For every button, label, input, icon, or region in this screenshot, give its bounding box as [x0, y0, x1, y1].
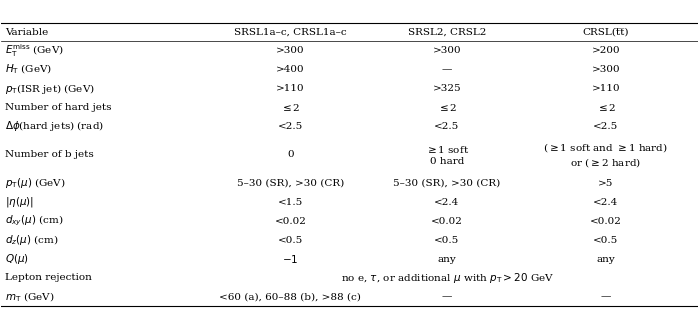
Text: <2.5: <2.5 — [593, 122, 619, 131]
Text: >200: >200 — [591, 46, 620, 55]
Text: <2.5: <2.5 — [434, 122, 460, 131]
Text: SRSL2, CRSL2: SRSL2, CRSL2 — [408, 28, 487, 37]
Text: $\leq$2: $\leq$2 — [437, 102, 457, 113]
Text: $\leq$2: $\leq$2 — [280, 102, 301, 113]
Text: $\geq$1 soft
0 hard: $\geq$1 soft 0 hard — [425, 144, 469, 165]
Text: —: — — [600, 292, 611, 301]
Text: —: — — [442, 292, 452, 301]
Text: <1.5: <1.5 — [278, 198, 303, 207]
Text: <0.02: <0.02 — [431, 217, 463, 226]
Text: no e, $\tau$, or additional $\mu$ with $p_{\mathrm{T}} > 20$ GeV: no e, $\tau$, or additional $\mu$ with $… — [341, 271, 554, 285]
Text: $|\eta(\mu)|$: $|\eta(\mu)|$ — [5, 195, 34, 209]
Text: ($\geq$1 soft and $\geq$1 hard)
or ($\geq$2 hard): ($\geq$1 soft and $\geq$1 hard) or ($\ge… — [543, 141, 668, 169]
Text: SRSL1a–c, CRSL1a–c: SRSL1a–c, CRSL1a–c — [234, 28, 347, 37]
Text: $-1$: $-1$ — [282, 253, 298, 265]
Text: $d_{z}(\mu)$ (cm): $d_{z}(\mu)$ (cm) — [5, 233, 59, 247]
Text: 5–30 (SR), >30 (CR): 5–30 (SR), >30 (CR) — [394, 179, 500, 188]
Text: any: any — [438, 255, 456, 263]
Text: >5: >5 — [598, 179, 614, 188]
Text: $H_{\mathrm{T}}$ (GeV): $H_{\mathrm{T}}$ (GeV) — [5, 63, 52, 76]
Text: <0.02: <0.02 — [275, 217, 306, 226]
Text: >300: >300 — [433, 46, 461, 55]
Text: >110: >110 — [276, 84, 305, 93]
Text: <0.02: <0.02 — [590, 217, 621, 226]
Text: >300: >300 — [591, 65, 620, 74]
Text: <2.5: <2.5 — [278, 122, 303, 131]
Text: <2.4: <2.4 — [593, 198, 619, 207]
Text: >110: >110 — [591, 84, 620, 93]
Text: <0.5: <0.5 — [278, 236, 303, 245]
Text: $p_{\mathrm{T}}(\mu)$ (GeV): $p_{\mathrm{T}}(\mu)$ (GeV) — [5, 176, 66, 190]
Text: $Q(\mu)$: $Q(\mu)$ — [5, 252, 29, 266]
Text: $d_{xy}(\mu)$ (cm): $d_{xy}(\mu)$ (cm) — [5, 214, 64, 228]
Text: —: — — [442, 65, 452, 74]
Text: >325: >325 — [433, 84, 461, 93]
Text: $E_{\mathrm{T}}^{\mathrm{miss}}$ (GeV): $E_{\mathrm{T}}^{\mathrm{miss}}$ (GeV) — [5, 42, 64, 59]
Text: $\leq$2: $\leq$2 — [596, 102, 616, 113]
Text: <0.5: <0.5 — [434, 236, 460, 245]
Text: 5–30 (SR), >30 (CR): 5–30 (SR), >30 (CR) — [237, 179, 344, 188]
Text: Number of hard jets: Number of hard jets — [5, 103, 111, 112]
Text: 0: 0 — [287, 150, 294, 160]
Text: any: any — [596, 255, 615, 263]
Text: <2.4: <2.4 — [434, 198, 460, 207]
Text: >400: >400 — [276, 65, 305, 74]
Text: Variable: Variable — [5, 28, 48, 37]
Text: CRSL(t̅t̅): CRSL(t̅t̅) — [582, 28, 629, 37]
Text: Lepton rejection: Lepton rejection — [5, 273, 92, 283]
Text: $m_{\mathrm{T}}$ (GeV): $m_{\mathrm{T}}$ (GeV) — [5, 290, 55, 304]
Text: <60 (a), 60–88 (b), >88 (c): <60 (a), 60–88 (b), >88 (c) — [219, 292, 361, 301]
Text: <0.5: <0.5 — [593, 236, 619, 245]
Text: $\Delta\phi$(hard jets) (rad): $\Delta\phi$(hard jets) (rad) — [5, 119, 104, 133]
Text: Number of b jets: Number of b jets — [5, 150, 94, 160]
Text: >300: >300 — [276, 46, 305, 55]
Text: $p_{\mathrm{T}}$(ISR jet) (GeV): $p_{\mathrm{T}}$(ISR jet) (GeV) — [5, 82, 95, 95]
